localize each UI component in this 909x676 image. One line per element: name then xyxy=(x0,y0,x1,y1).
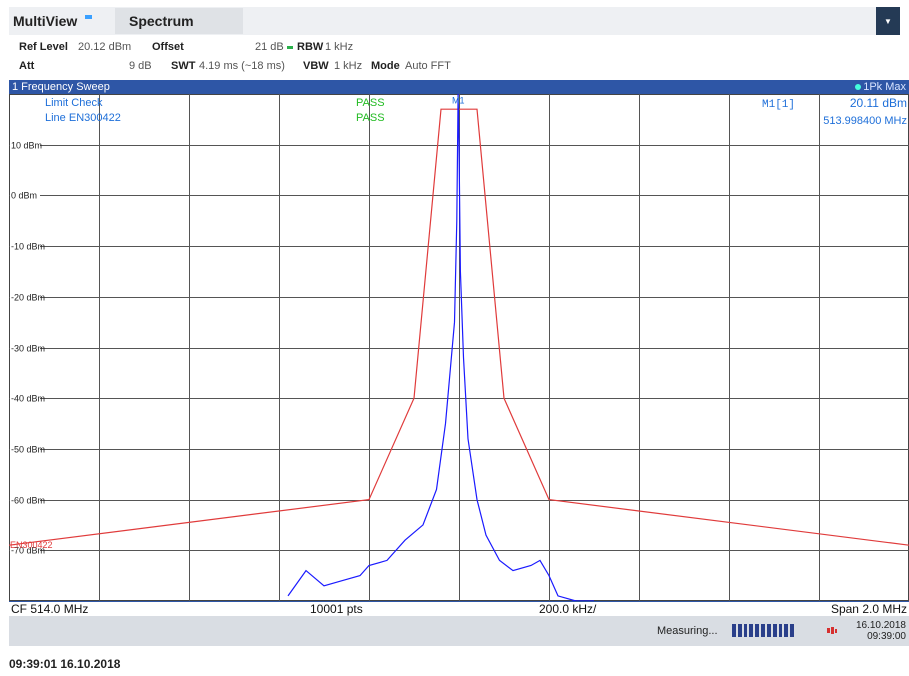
ref-level-value: 20.12 dBm xyxy=(78,41,132,53)
limit-check-label: Limit Check xyxy=(45,97,103,109)
att-value: 9 dB xyxy=(129,60,152,72)
mode-value: Auto FFT xyxy=(405,60,451,72)
sweep-footer: CF 514.0 MHz 10001 pts 200.0 kHz/ Span 2… xyxy=(9,601,909,616)
y-tick-label-background xyxy=(10,392,40,404)
tab-spectrum[interactable]: Spectrum xyxy=(115,8,243,34)
swt-value: 4.19 ms (~18 ms) xyxy=(199,60,285,72)
multiview-indicator-icon xyxy=(85,15,93,19)
y-tick-label-background xyxy=(10,139,40,151)
measurement-settings: Ref Level 20.12 dBm Offset 21 dB RBW 1 k… xyxy=(9,38,900,76)
marker-frequency: 513.998400 MHz xyxy=(823,115,907,127)
center-frequency: CF 514.0 MHz xyxy=(11,602,89,616)
multiview-tab[interactable]: MultiView xyxy=(13,10,93,32)
limit-check-result: PASS xyxy=(356,97,385,109)
status-bar: Measuring... 16.10.2018 09:39:00 xyxy=(9,616,909,646)
y-tick-label: -10 dBm xyxy=(11,242,45,252)
division-width: 200.0 kHz/ xyxy=(539,602,597,616)
y-tick-label-background xyxy=(10,544,40,556)
frequency-span: Span 2.0 MHz xyxy=(830,602,907,616)
y-tick-label: -70 dBm xyxy=(11,546,45,556)
trace-indicator-icon xyxy=(855,84,862,90)
y-tick-label: -40 dBm xyxy=(11,394,45,404)
measuring-progress-bar xyxy=(732,624,794,637)
trace-1pk-max xyxy=(287,94,594,601)
title-bar: MultiView Spectrum ▼ xyxy=(9,7,900,35)
limit-line-name: EN300422 xyxy=(10,540,53,550)
offset-label: Offset xyxy=(152,41,184,53)
y-tick-label-background xyxy=(10,240,40,252)
att-label: Att xyxy=(19,60,35,72)
plot-grid xyxy=(9,94,909,601)
screenshot-timestamp: 09:39:01 16.10.2018 xyxy=(9,657,121,671)
offset-value: 21 dB xyxy=(255,41,284,53)
sweep-points: 10001 pts xyxy=(310,602,363,616)
y-tick-label-background xyxy=(10,443,40,455)
tab-spectrum-label: Spectrum xyxy=(129,13,194,29)
vbw-value: 1 kHz xyxy=(334,60,363,72)
multiview-label: MultiView xyxy=(13,13,78,29)
marker-level: 20.11 dBm xyxy=(850,96,907,110)
y-tick-label: -30 dBm xyxy=(11,344,45,354)
marker-m1-tag: M1 xyxy=(452,95,465,105)
swt-label: SWT xyxy=(171,60,196,72)
limit-line-label: Line EN300422 xyxy=(45,112,121,124)
trace-mode-badge: 1Pk Max xyxy=(855,80,906,94)
status-datetime: 16.10.2018 09:39:00 xyxy=(842,620,906,642)
y-tick-label: -60 dBm xyxy=(11,496,45,506)
y-tick-label: -50 dBm xyxy=(11,445,45,455)
ref-level-label: Ref Level xyxy=(19,41,68,53)
status-date: 16.10.2018 xyxy=(855,620,906,631)
window-title-bar[interactable]: 1 Frequency Sweep 1Pk Max xyxy=(9,80,909,94)
status-time: 09:39:00 xyxy=(867,631,906,642)
rbw-coupled-indicator xyxy=(287,45,293,49)
marker-name: M1[1] xyxy=(762,99,795,111)
window-title: 1 Frequency Sweep xyxy=(12,81,110,93)
y-tick-label-background xyxy=(10,494,40,506)
y-tick-label-background xyxy=(10,291,40,303)
measuring-status: Measuring... xyxy=(657,625,718,637)
limit-line-en300422 xyxy=(9,108,909,546)
rbw-value: 1 kHz xyxy=(325,41,354,53)
y-tick-label-background xyxy=(10,189,40,201)
mode-label: Mode xyxy=(371,60,400,72)
y-axis-ticks: 10 dBm 0 dBm -10 dBm -20 dBm -30 dBm -40 dBm -… xyxy=(10,139,45,556)
y-tick-label: 10 dBm xyxy=(11,141,42,151)
y-tick-label: 0 dBm xyxy=(11,191,37,201)
vbw-label: VBW xyxy=(303,60,329,72)
spectrum-plot[interactable]: 10 dBm 0 dBm -10 dBm -20 dBm -30 dBm -40 dBm -… xyxy=(9,94,909,601)
error-log-icon[interactable] xyxy=(827,627,837,634)
y-tick-label: -20 dBm xyxy=(11,293,45,303)
trace-mode-label: 1Pk Max xyxy=(863,81,906,93)
rbw-label-text: RBW xyxy=(297,41,324,53)
dropdown-arrow-icon: ▼ xyxy=(884,16,892,26)
y-tick-label-background xyxy=(10,342,40,354)
rbw-label: RBW xyxy=(287,41,323,53)
limit-line-result: PASS xyxy=(356,112,385,124)
dropdown-menu-button[interactable]: ▼ xyxy=(876,7,900,35)
